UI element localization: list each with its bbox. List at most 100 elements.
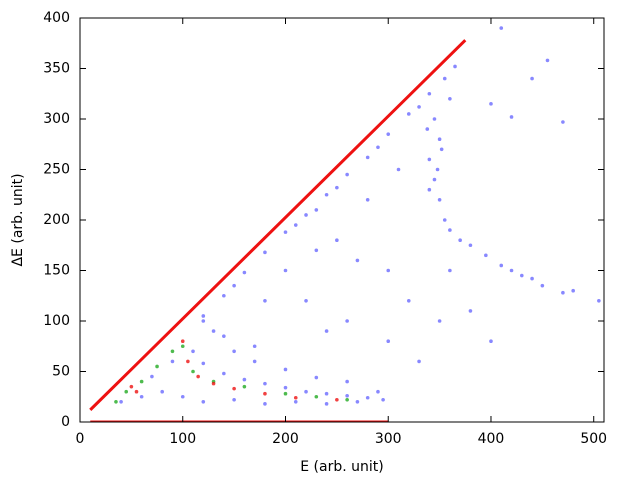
point <box>355 258 360 263</box>
point <box>417 359 421 364</box>
point <box>437 198 442 202</box>
point <box>335 397 339 402</box>
x-tick-label: 300 <box>375 431 402 447</box>
point <box>425 127 430 131</box>
x-axis-label: E (arb. unit) <box>300 459 383 475</box>
point <box>186 359 190 364</box>
point <box>283 391 288 396</box>
point <box>160 389 164 394</box>
point <box>427 187 432 192</box>
x-tick-label: 500 <box>580 431 607 447</box>
point <box>283 230 288 234</box>
x-tick-label: 400 <box>478 431 505 447</box>
point <box>432 117 437 121</box>
point <box>427 91 432 96</box>
point <box>509 115 514 119</box>
point <box>252 359 257 364</box>
y-tick-label: 250 <box>43 162 70 178</box>
point <box>381 397 385 402</box>
point <box>561 120 565 124</box>
point <box>314 248 319 253</box>
point <box>335 238 339 242</box>
point <box>335 185 339 190</box>
point <box>150 374 154 379</box>
point <box>324 329 329 333</box>
point <box>283 367 288 372</box>
x-tick-label: 200 <box>272 431 299 447</box>
point <box>365 395 370 400</box>
point <box>304 389 308 394</box>
point <box>345 393 349 398</box>
point <box>442 218 447 222</box>
y-tick-label: 200 <box>43 212 70 228</box>
point <box>345 172 349 177</box>
point <box>365 198 370 202</box>
point <box>540 283 545 288</box>
point <box>484 253 488 258</box>
point <box>232 283 236 288</box>
point <box>468 309 473 313</box>
point <box>304 299 308 303</box>
point <box>263 381 267 386</box>
point <box>448 268 452 273</box>
line <box>89 39 467 411</box>
point <box>355 400 360 404</box>
point <box>242 384 247 389</box>
point <box>196 374 200 379</box>
point <box>489 339 493 344</box>
point <box>201 314 206 318</box>
y-tick-label: 100 <box>43 313 70 329</box>
point <box>155 364 159 369</box>
point <box>293 395 298 400</box>
point <box>439 147 444 152</box>
point <box>597 299 601 303</box>
y-axis-label: ΔE (arb. unit) <box>10 173 26 266</box>
point <box>453 64 457 69</box>
plot-frame <box>79 17 605 423</box>
point <box>191 369 195 374</box>
point <box>314 394 319 399</box>
y-tick-label: 150 <box>43 263 70 279</box>
point <box>180 339 185 344</box>
point <box>293 400 298 404</box>
point <box>119 400 123 404</box>
point <box>499 26 504 30</box>
point <box>376 389 380 394</box>
point <box>468 243 473 248</box>
point <box>211 329 216 333</box>
point <box>201 400 206 404</box>
point <box>324 192 329 197</box>
point <box>180 344 185 349</box>
point <box>437 319 442 323</box>
point <box>134 389 139 394</box>
point <box>283 385 288 390</box>
y-tick-label: 350 <box>43 61 70 77</box>
point <box>499 263 504 268</box>
point <box>129 384 134 389</box>
point <box>170 349 175 354</box>
point <box>458 238 462 242</box>
point <box>376 145 380 150</box>
point <box>386 339 391 344</box>
point <box>406 112 411 116</box>
point <box>396 167 401 172</box>
point <box>263 391 267 396</box>
point <box>293 223 298 227</box>
point <box>314 208 319 212</box>
point <box>437 137 442 141</box>
point <box>386 132 391 136</box>
point <box>232 386 236 391</box>
y-tick-label: 400 <box>43 10 70 26</box>
point <box>345 397 349 402</box>
point <box>448 97 452 101</box>
y-tick-label: 50 <box>52 364 70 380</box>
point <box>432 177 437 182</box>
point <box>386 268 391 273</box>
plot-area <box>89 26 601 422</box>
point <box>201 319 206 323</box>
point <box>139 379 144 384</box>
point <box>242 270 247 275</box>
point <box>263 299 267 303</box>
point <box>222 371 226 376</box>
point <box>191 349 195 354</box>
